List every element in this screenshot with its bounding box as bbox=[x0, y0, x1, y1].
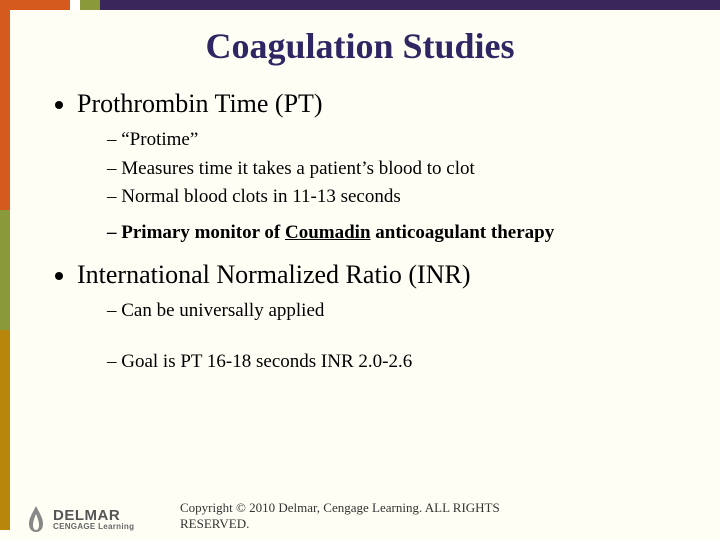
copyright-text: Copyright © 2010 Delmar, Cengage Learnin… bbox=[180, 500, 540, 532]
list-item: Primary monitor of Coumadin anticoagulan… bbox=[107, 220, 690, 246]
bullet-text: Prothrombin Time (PT) bbox=[77, 89, 323, 118]
slide-content: Prothrombin Time (PT) “Protime” Measures… bbox=[0, 89, 720, 375]
list-item: Goal is PT 16-18 seconds INR 2.0-2.6 bbox=[107, 349, 690, 375]
logo-primary-text: DELMAR bbox=[53, 508, 134, 523]
sub-bullet-text: Primary monitor of Coumadin anticoagulan… bbox=[121, 222, 554, 243]
sub-bullet-text: Goal is PT 16-18 seconds INR 2.0-2.6 bbox=[121, 351, 412, 372]
bar-segment-orange bbox=[0, 0, 70, 10]
bullet-text: International Normalized Ratio (INR) bbox=[77, 260, 470, 289]
sub-bullet-text: Normal blood clots in 11-13 seconds bbox=[121, 186, 401, 207]
list-item: Measures time it takes a patient’s blood… bbox=[107, 156, 690, 182]
sub-bullet-text: Can be universally applied bbox=[121, 300, 324, 321]
logo-flame-icon bbox=[25, 504, 47, 534]
list-item: Normal blood clots in 11-13 seconds bbox=[107, 184, 690, 210]
sub-bullet-text: “Protime” bbox=[121, 129, 198, 150]
bullet-list-level2: Can be universally applied Goal is PT 16… bbox=[77, 298, 690, 375]
bullet-list-level2: “Protime” Measures time it takes a patie… bbox=[77, 127, 690, 246]
logo-text: DELMAR CENGAGE Learning bbox=[53, 508, 134, 531]
sub-bullet-text: Measures time it takes a patient’s blood… bbox=[121, 158, 475, 179]
rail-segment-green bbox=[0, 210, 10, 330]
publisher-logo: DELMAR CENGAGE Learning bbox=[25, 504, 134, 534]
bullet-list-level1: Prothrombin Time (PT) “Protime” Measures… bbox=[55, 89, 690, 375]
list-item: “Protime” bbox=[107, 127, 690, 153]
slide-footer: DELMAR CENGAGE Learning Copyright © 2010… bbox=[0, 488, 720, 540]
list-item: Prothrombin Time (PT) “Protime” Measures… bbox=[77, 89, 690, 246]
list-item: International Normalized Ratio (INR) Can… bbox=[77, 260, 690, 375]
bar-segment-purple bbox=[100, 0, 720, 10]
bar-segment-green bbox=[80, 0, 100, 10]
bar-segment-white bbox=[70, 0, 80, 10]
list-item: Can be universally applied bbox=[107, 298, 690, 324]
slide-title: Coagulation Studies bbox=[0, 25, 720, 67]
top-color-bar bbox=[0, 0, 720, 10]
rail-segment-orange bbox=[0, 10, 10, 210]
logo-secondary-text: CENGAGE Learning bbox=[53, 523, 134, 531]
left-color-rail bbox=[0, 10, 10, 530]
